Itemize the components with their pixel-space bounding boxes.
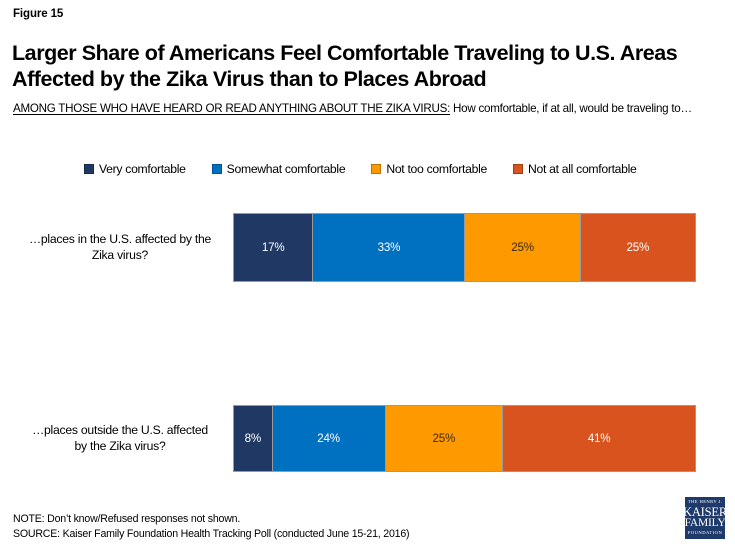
legend-item-0[interactable]: Very comfortable (84, 162, 186, 176)
logo-line-kaiser: KAISER (684, 505, 726, 520)
legend-item-label: Not too comfortable (386, 162, 487, 176)
legend-item-label: Very comfortable (99, 162, 186, 176)
bar-segment[interactable]: 8% (234, 406, 272, 471)
legend-swatch-icon (512, 164, 523, 174)
legend-item-3[interactable]: Not at all comfortable (512, 162, 637, 176)
source-line: SOURCE: Kaiser Family Foundation Health … (13, 527, 410, 540)
figure-label: Figure 15 (13, 8, 64, 20)
bar-segment[interactable]: 33% (312, 214, 465, 281)
legend-item-2[interactable]: Not too comfortable (371, 162, 487, 176)
logo-line-foundation: FOUNDATION (687, 530, 723, 536)
bar-category-label-line2: by the Zika virus? (74, 438, 166, 453)
stacked-bar[interactable]: 8% 24% 25% 41% (233, 405, 696, 472)
note-line: NOTE: Don’t know/Refused responses not s… (13, 513, 241, 525)
chart-subtitle: AMONG THOSE WHO HAVE HEARD OR READ ANYTH… (13, 101, 705, 118)
bar-segment[interactable]: 25% (384, 406, 503, 471)
stacked-bar[interactable]: 17% 33% 25% 25% (233, 213, 696, 282)
bar-category-label-line1: …places in the U.S. affected by the (28, 231, 212, 246)
bar-category-label: …places outside the U.S. affected by the … (14, 422, 226, 454)
logo-line-henry-j: THE HENRY J. (687, 499, 723, 505)
logo-line-family: FAMILY (684, 516, 726, 529)
legend-swatch-icon (84, 164, 94, 174)
legend-swatch-icon (371, 164, 382, 174)
bar-category-label-line2: Zika virus? (91, 247, 149, 262)
bar-category-label-line1: …places outside the U.S. affected (32, 422, 208, 437)
chart-footnotes: NOTE: Don’t know/Refused responses not s… (13, 512, 573, 541)
bar-segment[interactable]: 25% (579, 214, 695, 281)
legend-swatch-icon (211, 164, 222, 174)
bar-segment[interactable]: 17% (234, 214, 313, 281)
chart-legend: Very comfortable Somewhat comfortable Not … (84, 160, 704, 178)
subtitle-lead-in: AMONG THOSE WHO HAVE HEARD OR READ ANYTH… (13, 102, 451, 115)
legend-item-1[interactable]: Somewhat comfortable (211, 162, 346, 176)
subtitle-question: How comfortable, if at all, would be tra… (450, 102, 692, 115)
kaiser-family-foundation-logo: THE HENRY J. KAISER FAMILY FOUNDATION (684, 496, 726, 540)
legend-item-label: Somewhat comfortable (226, 162, 346, 176)
bar-segment[interactable]: 24% (271, 406, 385, 471)
page-title: Larger Share of Americans Feel Comfortab… (12, 41, 678, 92)
legend-item-label: Not at all comfortable (527, 162, 637, 176)
bar-category-label: …places in the U.S. affected by the Zika … (14, 231, 226, 263)
bar-segment[interactable]: 25% (464, 214, 580, 281)
bar-segment[interactable]: 41% (502, 406, 695, 471)
